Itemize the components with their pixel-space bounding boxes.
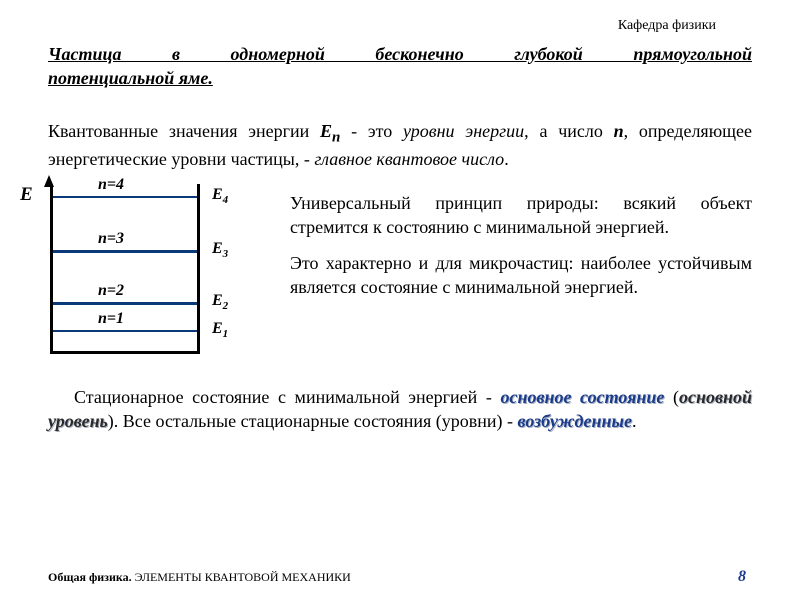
main-quantum-number-term: главное квантовое число — [314, 149, 504, 169]
title-line-1: Частица в одномерной бесконечно глубокой… — [48, 42, 752, 66]
energy-levels-term: уровни энергии — [403, 121, 524, 141]
microparticles-paragraph: Это характерно и для микрочастиц: наибол… — [290, 252, 752, 300]
footer-course: Общая физика. ЭЛЕМЕНТЫ КВАНТОВОЙ МЕХАНИК… — [48, 570, 351, 585]
intro-text: , а число — [524, 121, 613, 141]
title-line-2: потенциальной яме. — [48, 66, 752, 90]
energy-level-line — [53, 302, 197, 305]
side-text: Универсальный принцип природы: всякий об… — [290, 178, 752, 312]
intro-text: - это — [340, 121, 403, 141]
axis-label-e: E — [20, 184, 33, 206]
intro-text: . — [504, 149, 509, 169]
principle-paragraph: Универсальный принцип природы: всякий об… — [290, 192, 752, 240]
level-e-label: E4 — [212, 186, 228, 206]
potential-well — [50, 184, 200, 354]
department-label: Кафедра физики — [48, 18, 752, 34]
excited-term: возбужденные — [518, 411, 632, 431]
energy-level-line — [53, 330, 197, 332]
bottom-text: ). Все остальные стационарные состояния … — [108, 411, 518, 431]
ground-state-term: основное состояние — [500, 387, 664, 407]
footer-course-rest: ЭЛЕМЕНТЫ КВАНТОВОЙ МЕХАНИКИ — [132, 570, 351, 584]
quantum-number-n: n — [614, 121, 624, 141]
level-e-label: E1 — [212, 320, 228, 340]
page-title: Частица в одномерной бесконечно глубокой… — [48, 42, 752, 91]
level-e-label: E2 — [212, 292, 228, 312]
intro-text: Квантованные значения энергии — [48, 121, 320, 141]
energy-level-line — [53, 196, 197, 198]
level-n-label: n=1 — [98, 310, 124, 328]
energy-well-diagram: E n=4 E4 n=3 E3 n=2 E2 n=1 E1 — [20, 178, 270, 368]
level-n-label: n=3 — [98, 230, 124, 248]
level-n-label: n=4 — [98, 176, 124, 194]
bottom-text: ( — [664, 387, 679, 407]
bottom-text: Стационарное состояние с минимальной эне… — [74, 387, 500, 407]
energy-level-line — [53, 250, 197, 253]
level-e-label: E3 — [212, 240, 228, 260]
footer-course-bold: Общая физика. — [48, 570, 132, 584]
page-number: 8 — [738, 568, 752, 586]
level-n-label: n=2 — [98, 282, 124, 300]
bottom-paragraph: Стационарное состояние с минимальной эне… — [48, 386, 752, 434]
intro-paragraph: Квантованные значения энергии En - это у… — [48, 119, 752, 172]
energy-symbol: En — [320, 121, 340, 141]
bottom-text: . — [632, 411, 637, 431]
footer: Общая физика. ЭЛЕМЕНТЫ КВАНТОВОЙ МЕХАНИК… — [48, 568, 752, 586]
